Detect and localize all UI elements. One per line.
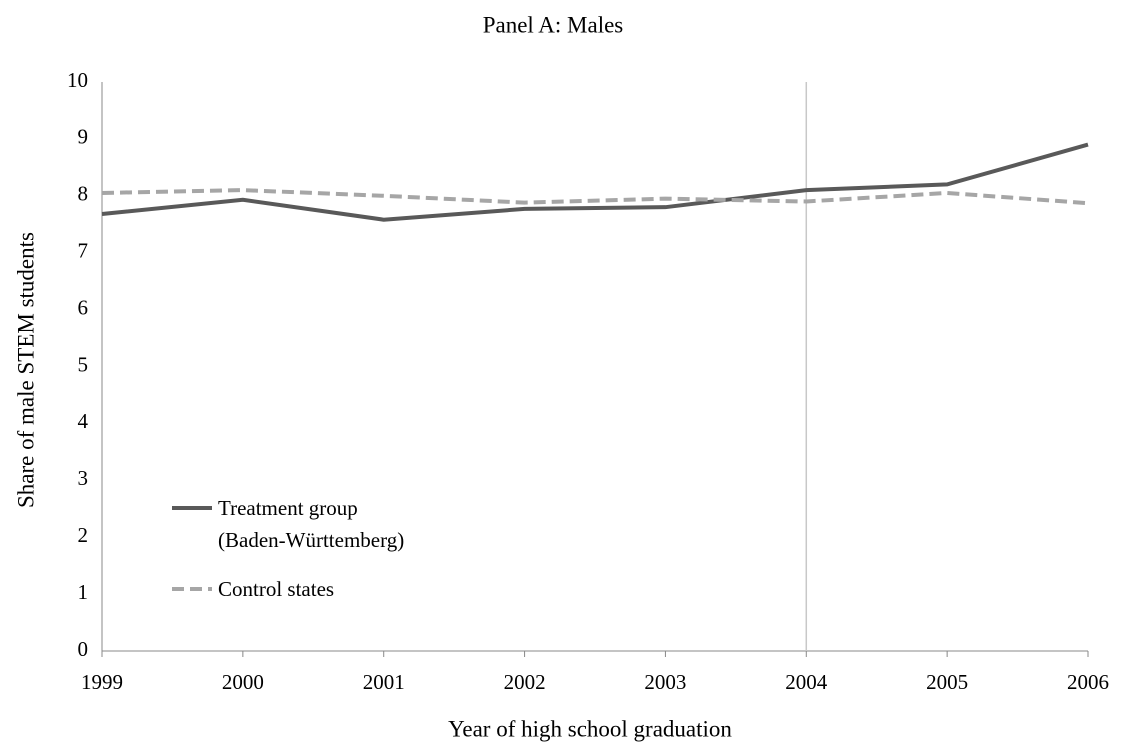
line-series: [101, 188, 1089, 206]
x-tick-label: 2000: [222, 670, 264, 694]
y-tick-label: 9: [78, 125, 89, 149]
y-tick-label: 0: [78, 637, 89, 661]
y-tick-label: 1: [78, 580, 89, 604]
line-series: [101, 142, 1089, 222]
chart-title: Panel A: Males: [483, 12, 624, 37]
y-tick-label: 10: [67, 68, 88, 92]
x-axis-label: Year of high school graduation: [448, 716, 732, 741]
x-tick-label: 2001: [363, 670, 405, 694]
y-tick-label: 6: [78, 295, 89, 319]
x-tick-label: 2002: [504, 670, 546, 694]
x-tick-label: 1999: [81, 670, 123, 694]
y-tick-label: 3: [78, 466, 89, 490]
x-tick-label: 2006: [1067, 670, 1109, 694]
x-tick-label: 2003: [644, 670, 686, 694]
y-tick-label: 4: [78, 409, 89, 433]
x-tick-label: 2004: [785, 670, 828, 694]
y-axis-label: Share of male STEM students: [13, 232, 38, 508]
legend-label: Treatment group (Baden-Württemberg): [218, 496, 405, 552]
legend-label: Control states: [218, 577, 335, 601]
x-tick-label: 2005: [926, 670, 968, 694]
y-tick-label: 2: [78, 523, 89, 547]
y-tick-label: 8: [78, 182, 89, 206]
y-tick-label: 5: [78, 352, 89, 376]
y-tick-label: 7: [78, 239, 89, 263]
